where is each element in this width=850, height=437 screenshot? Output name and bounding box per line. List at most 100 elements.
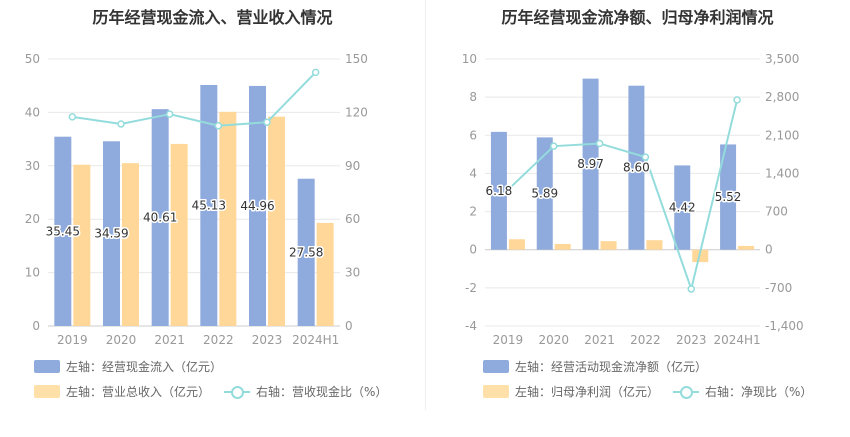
bar-primary	[54, 136, 72, 326]
panel-divider	[425, 0, 426, 410]
right-legend-row-1: 左轴：经营活动现金流净额（亿元）	[483, 358, 721, 375]
bar-primary	[628, 85, 645, 250]
bar-primary	[200, 85, 218, 326]
right-axis-tick-label: 1,400	[765, 166, 799, 180]
bar-data-label: 5.89	[531, 187, 558, 201]
right-axis-tick-label: 0	[765, 243, 773, 257]
bar-data-label: 6.18	[486, 184, 513, 198]
bar-secondary	[268, 116, 285, 326]
ratio-point	[733, 96, 741, 104]
x-axis-tick-label: 2024H1	[292, 333, 339, 345]
left-axis-tick-label: 10	[462, 52, 477, 66]
bar-secondary	[738, 245, 755, 250]
bar-primary	[297, 178, 315, 326]
left-chart-svg: 0 10 20 30 40 50 0 30 60 90 120 150 2019 2020 2021 2022…	[25, 52, 368, 345]
bar-secondary	[73, 164, 91, 326]
right-axis-tick-label: 700	[765, 205, 788, 219]
ratio-point	[687, 285, 695, 293]
right-axis-tick-label: 3,500	[765, 52, 799, 66]
bar-primary	[536, 137, 553, 250]
right-axis-tick-label: 2,800	[765, 90, 799, 104]
legend-item-cash-inflow[interactable]: 左轴：经营现金流入（亿元）	[34, 358, 222, 375]
right-chart-title: 历年经营现金流净额、归母净利润情况	[501, 8, 774, 27]
bar-secondary	[122, 163, 139, 326]
bar-data-label: 4.42	[669, 201, 696, 215]
left-legend-row-1: 左轴：经营现金流入（亿元）	[34, 358, 236, 375]
bar-data-label: 45.13	[192, 199, 226, 213]
bar-primary	[103, 141, 120, 326]
bar-primary	[674, 165, 691, 250]
right-axis-tick-label: -1,400	[765, 319, 804, 333]
left-axis-tick-label: 40	[25, 105, 40, 119]
bar-secondary	[600, 241, 617, 250]
bar-primary	[720, 144, 737, 250]
bar-secondary	[646, 240, 663, 250]
bar-data-label: 8.60	[623, 161, 650, 175]
ratio-line	[72, 71, 317, 127]
bar-primary	[582, 78, 599, 250]
right-chart-svg: -4 -2 0 2 4 6 8 10 -1,400 -700 0 700 1,400 2,100 2,800…	[462, 52, 804, 345]
left-chart-title: 历年经营现金流入、营业收入情况	[92, 8, 333, 27]
legend-swatch	[34, 360, 60, 373]
bar-primary	[490, 131, 507, 250]
legend-swatch	[483, 360, 509, 373]
right-axis-tick-label: 150	[345, 52, 368, 66]
right-axis-tick-label: -700	[765, 281, 792, 295]
left-axis-tick-label: -2	[465, 281, 477, 295]
right-axis-tick-label: 60	[345, 212, 360, 226]
x-axis-tick-label: 2020	[106, 333, 137, 345]
ratio-point	[311, 68, 320, 77]
ratio-point	[595, 139, 604, 148]
x-axis-tick-label: 2020	[538, 333, 569, 345]
bar-data-label: 34.59	[94, 227, 128, 241]
ratio-point	[165, 110, 174, 118]
x-axis-tick-label: 2022	[203, 333, 234, 345]
bar-secondary	[508, 239, 525, 250]
legend-item-cash-ratio[interactable]: 右轴：营收现金比（%）	[224, 383, 387, 400]
legend-label: 左轴：经营活动现金流净额（亿元）	[515, 360, 708, 374]
ratio-line	[507, 99, 739, 293]
right-legend-row-2: 左轴：归母净利润（亿元） 右轴：净现比（%）	[483, 383, 826, 400]
left-legend-row-2: 左轴：营业总收入（亿元） 右轴：营收现金比（%）	[34, 383, 401, 400]
left-axis-tick-label: 4	[469, 166, 477, 180]
ratio-point	[214, 122, 223, 130]
bar-primary	[249, 85, 266, 326]
left-axis-tick-label: 50	[25, 52, 40, 66]
legend-item-revenue[interactable]: 左轴：营业总收入（亿元）	[34, 383, 210, 400]
x-axis-tick-label: 2022	[630, 333, 661, 345]
legend-label: 右轴：净现比（%）	[705, 385, 813, 399]
legend-swatch	[483, 385, 509, 398]
bar-data-label: 40.61	[143, 211, 177, 225]
ratio-point	[641, 153, 650, 161]
legend-label: 左轴：经营现金流入（亿元）	[66, 360, 223, 374]
legend-line-swatch	[224, 385, 251, 399]
ratio-point	[263, 118, 271, 126]
left-axis-tick-label: 8	[469, 90, 477, 104]
x-axis-tick-label: 2019	[493, 333, 524, 345]
x-axis-tick-label: 2023	[252, 333, 283, 345]
bar-data-label: 5.52	[715, 190, 742, 204]
legend-swatch	[34, 385, 60, 398]
bar-secondary	[316, 222, 334, 326]
ratio-point	[550, 142, 558, 150]
legend-label: 左轴：归母净利润（亿元）	[515, 385, 660, 399]
bar-primary	[151, 109, 169, 326]
legend-item-net-cash-ratio[interactable]: 右轴：净现比（%）	[673, 383, 812, 400]
left-axis-tick-label: 0	[469, 243, 477, 257]
bar-secondary	[219, 111, 237, 326]
ratio-point	[117, 120, 125, 128]
bar-data-label: 35.45	[46, 224, 80, 238]
legend-item-net-cash-flow[interactable]: 左轴：经营活动现金流净额（亿元）	[483, 358, 707, 375]
right-axis-tick-label: 120	[345, 105, 368, 119]
x-axis-tick-label: 2024H1	[713, 333, 760, 345]
left-axis-tick-label: 6	[469, 128, 477, 142]
right-axis-tick-label: 0	[345, 319, 353, 333]
bar-data-label: 27.58	[289, 245, 323, 259]
legend-label: 右轴：营收现金比（%）	[256, 385, 388, 399]
bar-secondary	[170, 143, 188, 326]
right-axis-tick-label: 30	[345, 266, 360, 280]
ratio-point	[68, 113, 77, 121]
left-chart-panel: 历年经营现金流入、营业收入情况 0 10 20 30 40 50 0 30 60 90 120 150…	[25, 8, 401, 400]
legend-item-net-profit[interactable]: 左轴：归母净利润（亿元）	[483, 383, 659, 400]
left-axis-tick-label: 2	[469, 205, 477, 219]
